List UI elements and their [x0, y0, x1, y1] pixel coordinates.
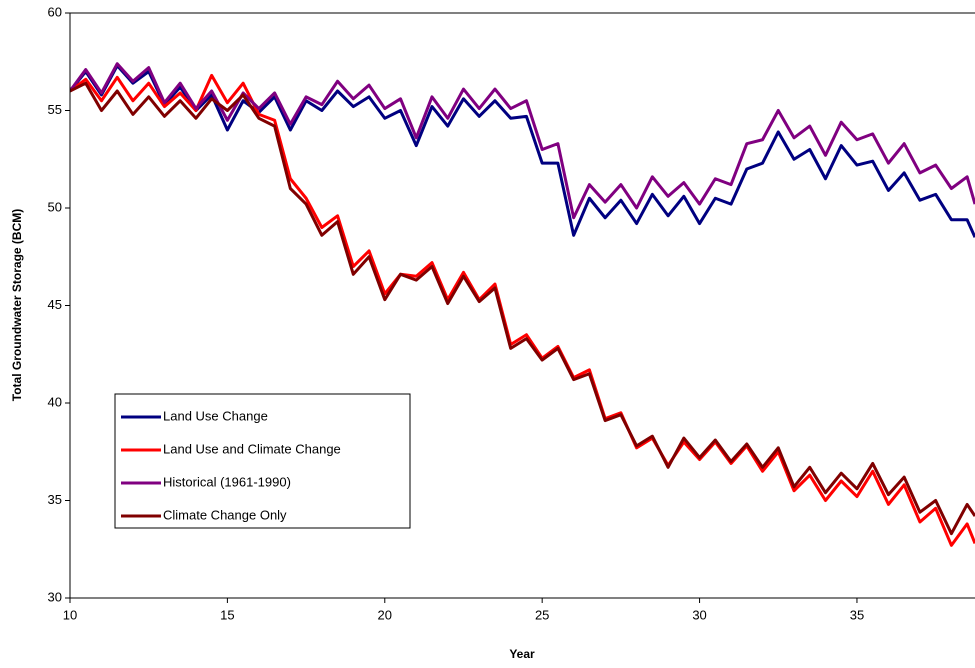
- x-tick-label: 30: [692, 607, 706, 622]
- x-tick-label: 25: [535, 607, 549, 622]
- y-tick-label: 55: [48, 102, 62, 117]
- x-tick-label: 35: [850, 607, 864, 622]
- x-tick-label: 20: [378, 607, 392, 622]
- y-axis-title: Total Groundwater Storage (BCM): [10, 209, 24, 401]
- series-line: [70, 64, 975, 238]
- series-line: [70, 73, 975, 547]
- y-tick-label: 30: [48, 589, 62, 604]
- plot-lines: [70, 62, 975, 547]
- y-tick-label: 45: [48, 297, 62, 312]
- legend-label: Climate Change Only: [163, 507, 287, 522]
- series-line: [70, 62, 975, 220]
- legend-box: [114, 393, 411, 529]
- y-tick-label: 60: [48, 4, 62, 19]
- legend-label: Land Use Change: [163, 408, 268, 423]
- x-axis-title: Year: [509, 647, 535, 661]
- legend-label: Land Use and Climate Change: [163, 441, 341, 456]
- x-tick-label: 15: [220, 607, 234, 622]
- legend: Land Use Change Land Use and Climate Chan…: [114, 393, 411, 529]
- series-line: [70, 81, 975, 536]
- legend-label: Historical (1961-1990): [163, 474, 291, 489]
- x-tick-label: 10: [63, 607, 77, 622]
- y-tick-label: 50: [48, 199, 62, 214]
- y-tick-label: 40: [48, 394, 62, 409]
- y-tick-label: 35: [48, 492, 62, 507]
